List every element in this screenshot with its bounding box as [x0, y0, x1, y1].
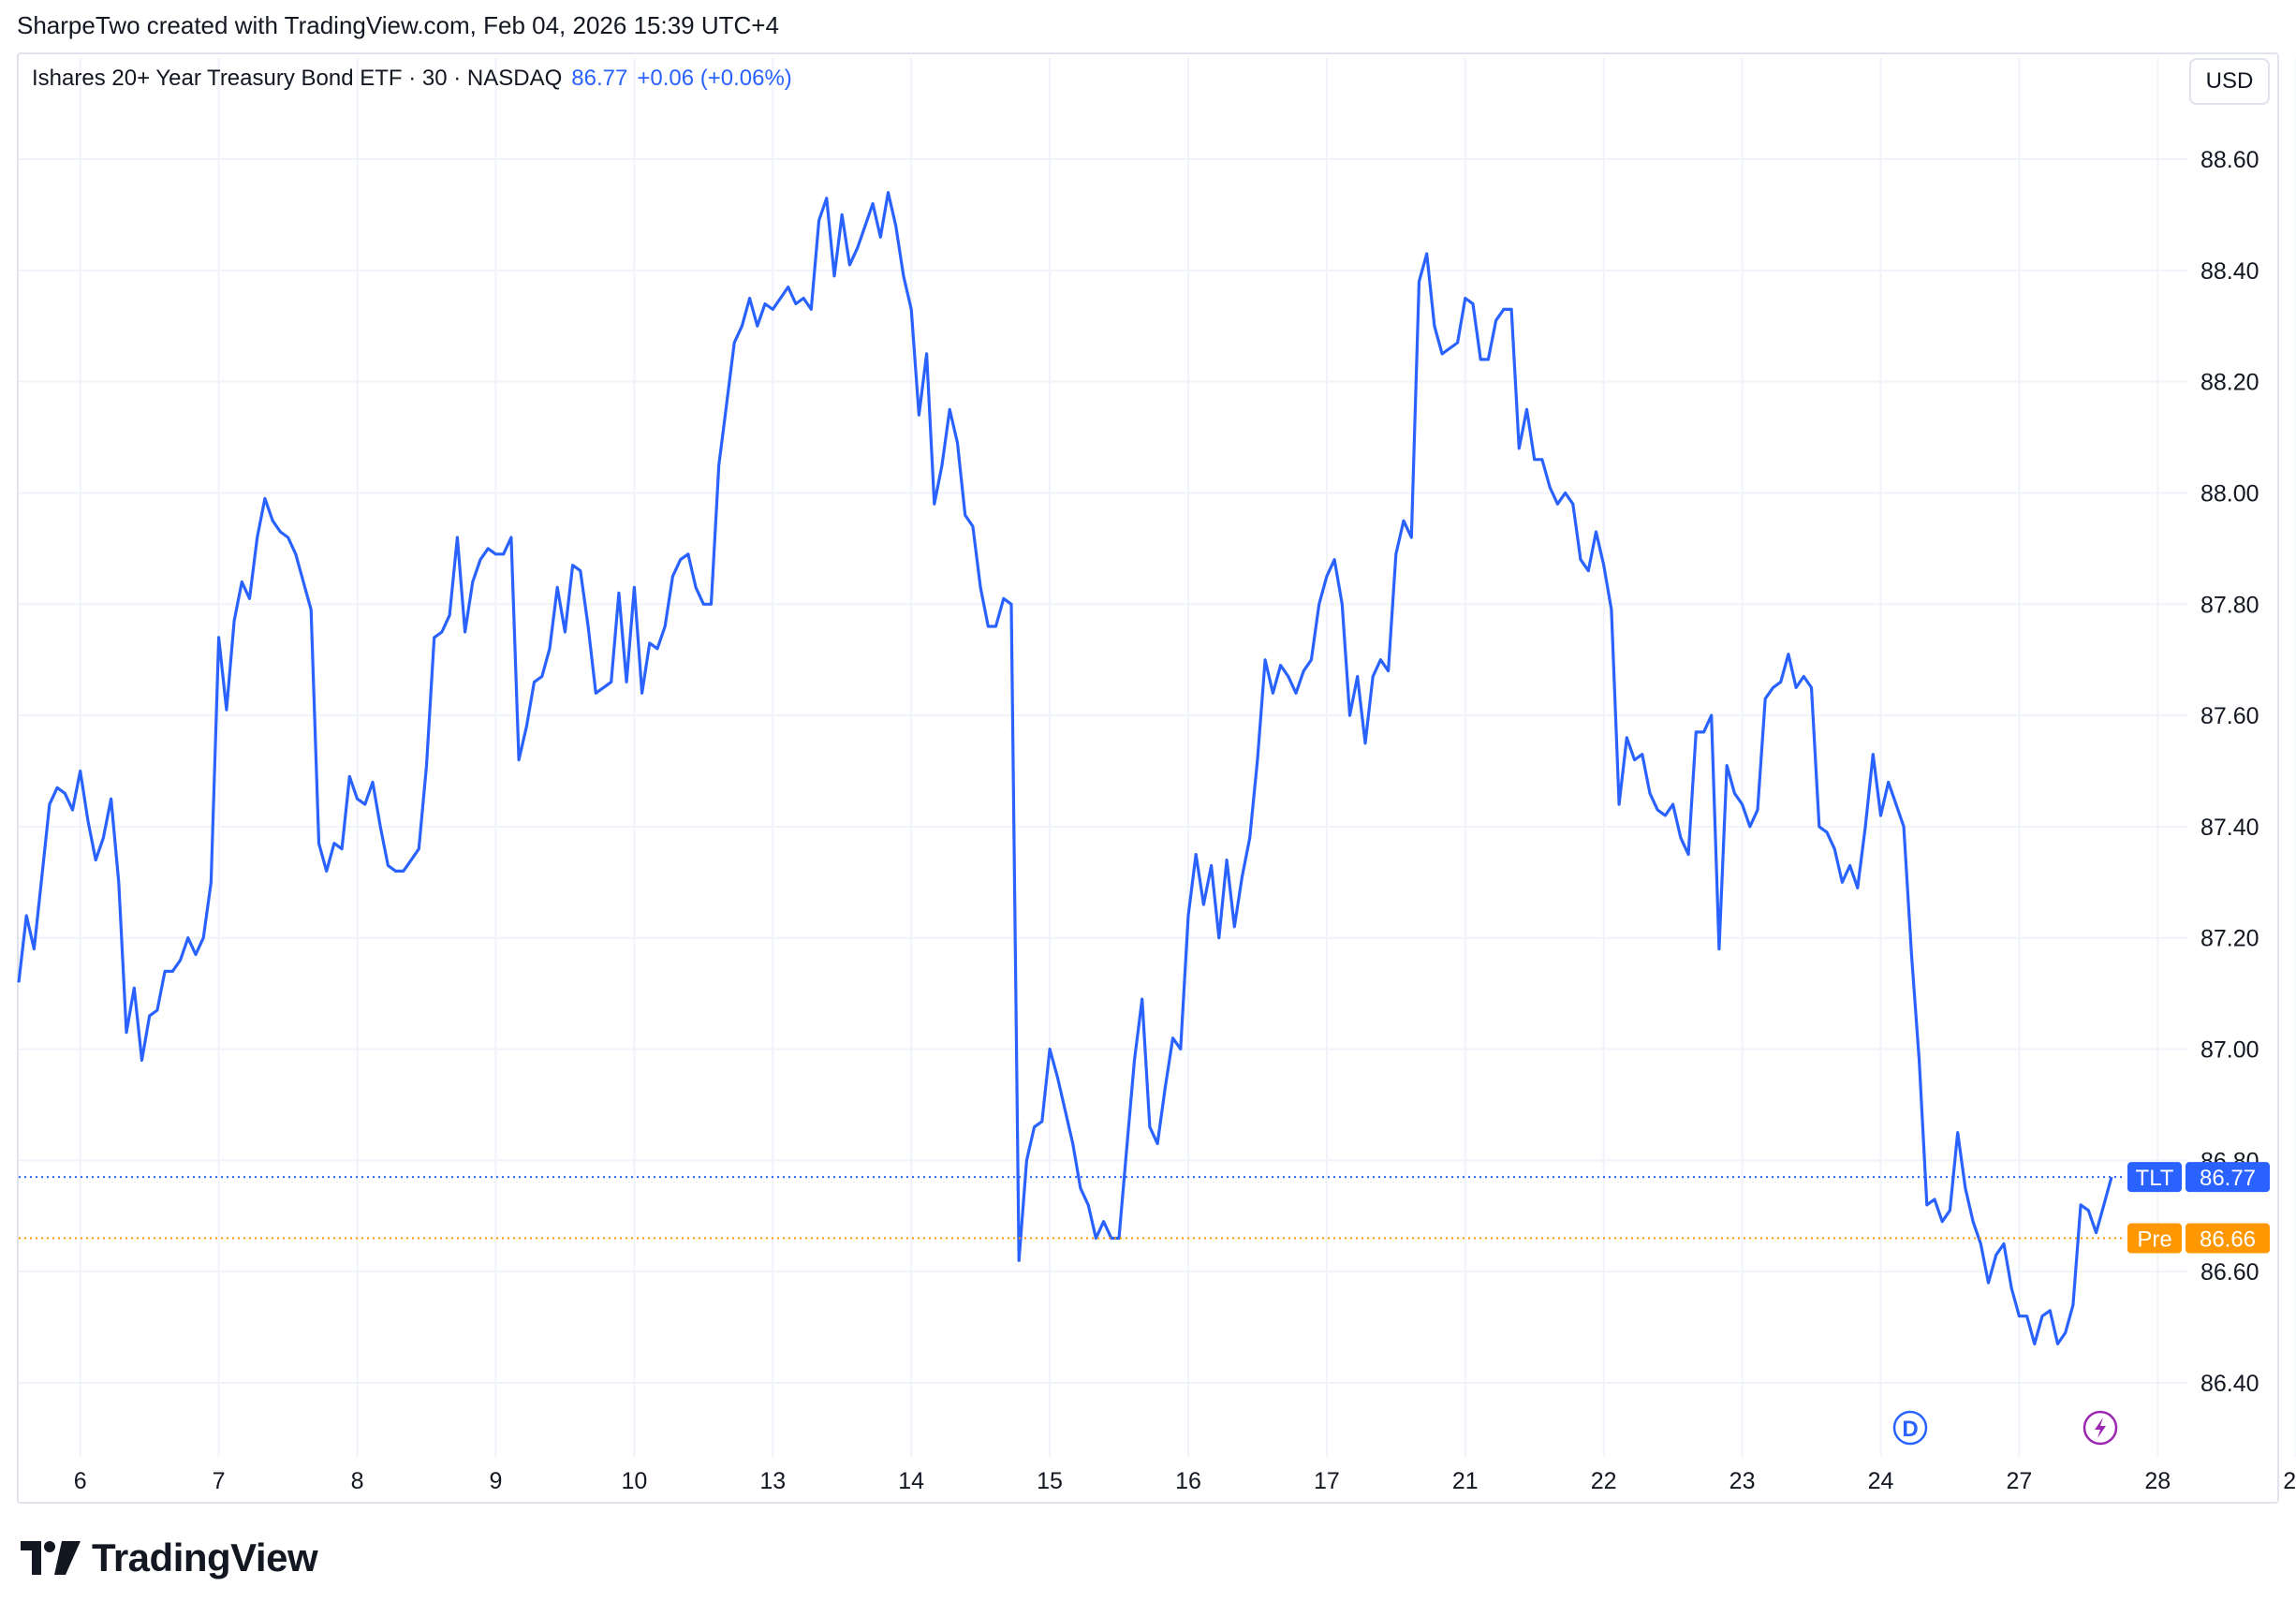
price-value-bg: [2186, 1162, 2270, 1193]
x-tick-label: 8: [351, 1468, 364, 1494]
price-label-tlt: TLT 86.77: [2127, 1162, 2270, 1193]
x-tick-label: 23: [1729, 1468, 1756, 1494]
price-change: +0.06 (+0.06%): [637, 66, 792, 91]
series-layer: [17, 191, 2113, 1345]
price-line: [17, 191, 2113, 1345]
price-value-text: 86.66: [2200, 1227, 2256, 1253]
y-tick-label: 87.80: [2200, 592, 2259, 618]
dividend-marker[interactable]: D: [1892, 1410, 1928, 1446]
price-tag-text: Pre: [2137, 1227, 2171, 1253]
y-tick-label: 87.20: [2200, 926, 2259, 952]
x-tick-label: 9: [489, 1468, 502, 1494]
price-tag-bg: [2127, 1223, 2182, 1254]
earnings-marker[interactable]: [2083, 1410, 2118, 1446]
price-value-bg: [2186, 1223, 2270, 1254]
price-label-pre: Pre 86.66: [2127, 1223, 2270, 1254]
x-tick-label: 28: [2144, 1468, 2171, 1494]
y-tick-label: 87.40: [2200, 815, 2259, 841]
symbol-name: Ishares 20+ Year Treasury Bond ETF · 30 …: [32, 66, 563, 91]
price-tag-text: TLT: [2136, 1166, 2174, 1191]
tradingview-logo-icon: [21, 1541, 81, 1575]
y-tick-label: 88.00: [2200, 480, 2259, 507]
y-tick-label: 88.40: [2200, 258, 2259, 285]
lightning-icon: [2095, 1418, 2106, 1438]
x-tick-label: 29: [2283, 1468, 2296, 1494]
x-tick-label: 15: [1037, 1468, 1063, 1494]
y-tick-label: 86.60: [2200, 1259, 2259, 1285]
price-value-text: 86.77: [2200, 1166, 2256, 1191]
tradingview-brand[interactable]: TradingView: [21, 1535, 318, 1580]
x-tick-label: 10: [621, 1468, 647, 1494]
price-tag-bg: [2127, 1162, 2182, 1193]
y-tick-label: 87.60: [2200, 703, 2259, 729]
y-tick-label: 88.20: [2200, 370, 2259, 396]
x-tick-label: 24: [1868, 1468, 1894, 1494]
dividend-icon: [1892, 1410, 1928, 1446]
y-tick-label: 88.60: [2200, 147, 2259, 173]
price-labels: TLT 86.77 Pre 86.66: [19, 1162, 2270, 1254]
tradingview-wordmark: TradingView: [92, 1535, 318, 1579]
y-tick-label: 86.40: [2200, 1371, 2259, 1397]
x-tick-label: 16: [1175, 1468, 1201, 1494]
x-tick-label: 27: [2006, 1468, 2032, 1494]
y-tick-label: 87.00: [2200, 1037, 2259, 1064]
x-tick-label: 21: [1452, 1468, 1479, 1494]
dividend-letter: D: [1902, 1417, 1918, 1442]
x-tick-label: 14: [898, 1468, 924, 1494]
currency-button[interactable]: USD: [2189, 58, 2270, 105]
x-tick-label: 13: [759, 1468, 786, 1494]
x-tick-label: 17: [1314, 1468, 1340, 1494]
chart-frame: [17, 52, 2279, 1504]
x-tick-label: 22: [1591, 1468, 1617, 1494]
price-axis[interactable]: 86.4086.6086.8087.0087.2087.4087.6087.80…: [2200, 147, 2259, 1397]
event-markers: D: [1892, 1410, 2118, 1446]
x-tick-label: 6: [74, 1468, 87, 1494]
time-axis[interactable]: 67891013141516172122232427282930Feb4: [74, 1468, 2296, 1494]
symbol-legend[interactable]: Ishares 20+ Year Treasury Bond ETF · 30 …: [32, 66, 792, 92]
last-price: 86.77: [571, 66, 628, 91]
grid-lines: [19, 58, 2296, 1457]
x-tick-label: 7: [213, 1468, 226, 1494]
chart-credit: SharpeTwo created with TradingView.com, …: [17, 11, 779, 39]
